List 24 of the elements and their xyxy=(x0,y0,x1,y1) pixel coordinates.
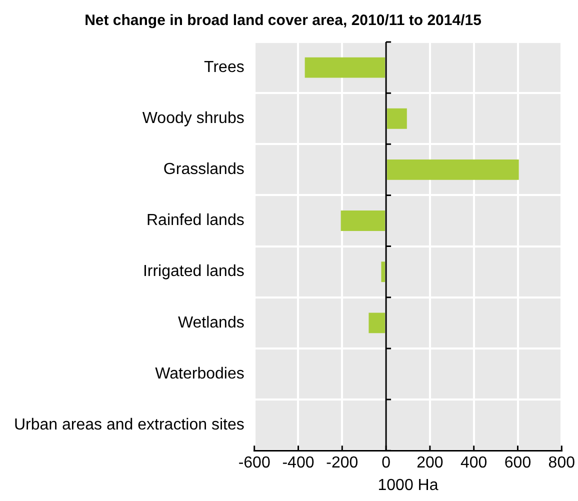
y-tick-label: Irrigated lands xyxy=(142,263,244,280)
bar xyxy=(381,262,386,282)
x-tick-label: 600 xyxy=(504,454,532,472)
y-tick-label: Wetlands xyxy=(178,314,244,332)
y-tick-label: Urban areas and extraction sites xyxy=(14,416,244,434)
y-tick-label: Rainfed lands xyxy=(146,212,244,230)
bar xyxy=(368,312,386,334)
bar xyxy=(304,57,386,78)
y-tick-label: Grasslands xyxy=(163,161,244,178)
x-tick-label: 0 xyxy=(382,454,391,472)
x-tick-label: 800 xyxy=(548,454,576,472)
y-tick-label: Woody shrubs xyxy=(142,110,244,128)
x-tick-label: 200 xyxy=(416,454,444,472)
x-tick-label: -400 xyxy=(282,454,314,472)
chart-title: Net change in broad land cover area, 2010/11 to 2014/15 xyxy=(84,12,482,30)
bar xyxy=(340,210,386,231)
x-tick-label: -200 xyxy=(326,454,358,472)
x-tick-label: -600 xyxy=(238,454,270,472)
y-tick-label: Trees xyxy=(204,58,244,76)
y-tick-label: Waterbodies xyxy=(155,365,244,382)
x-tick-label: 400 xyxy=(460,454,488,472)
x-axis-title: 1000 Ha xyxy=(378,476,438,494)
bar xyxy=(387,108,407,129)
bar xyxy=(387,159,519,180)
